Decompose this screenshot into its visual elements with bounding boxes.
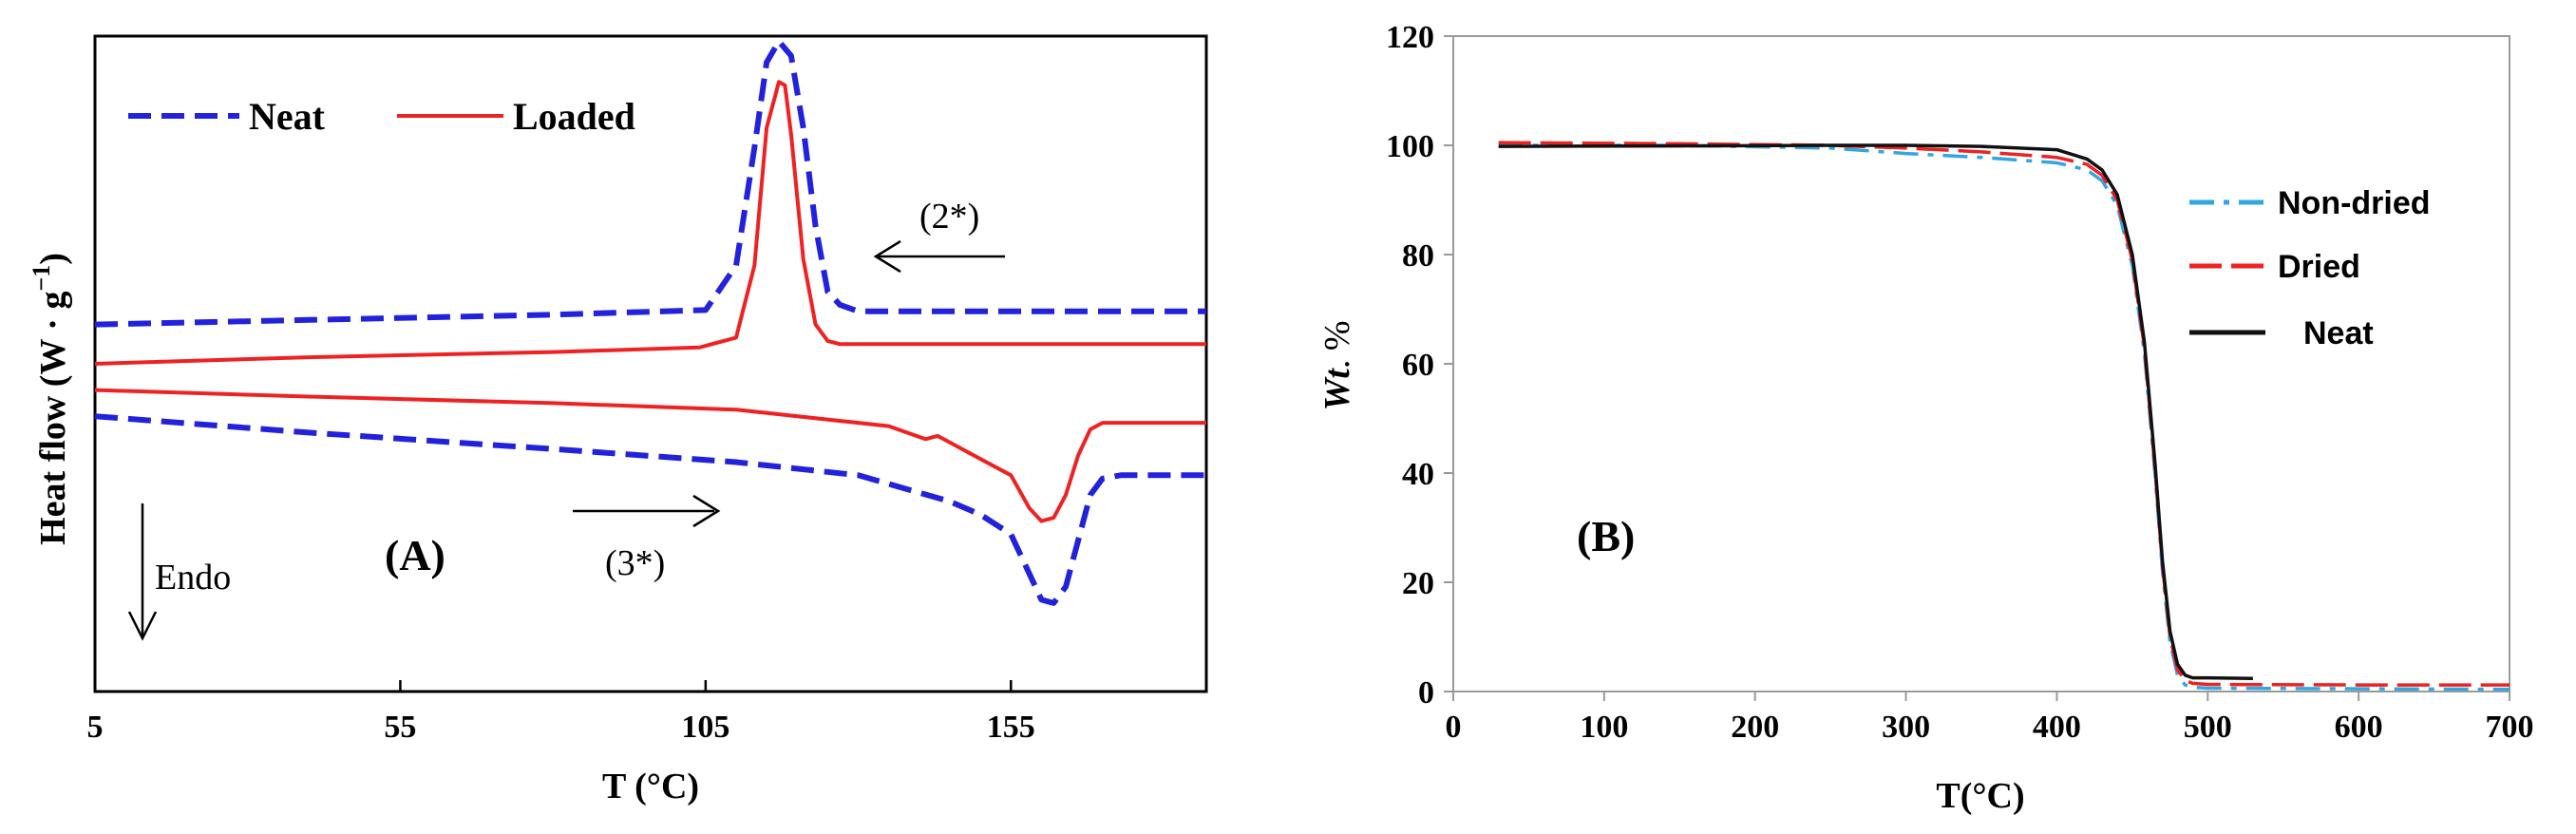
y-title-prefix: Heat flow (W · g <box>33 292 73 545</box>
y-tick-label-b-120: 120 <box>1386 20 1434 55</box>
x-tick-label-a-105: 105 <box>681 710 729 745</box>
panel-b-tga-chart: 0 20 40 60 80 100 120 0 100 200 300 400 500 600 700 No… <box>1317 20 2534 816</box>
y-tick-label-b-60: 60 <box>1402 348 1434 383</box>
series-non-dried-curve <box>1498 143 2510 692</box>
panel-b-plot-frame <box>1452 35 2510 692</box>
panel-b-curves <box>1498 141 2510 692</box>
legend-label-non-dried: Non-dried <box>2278 185 2431 221</box>
y-tick-label-b-20: 20 <box>1402 566 1434 601</box>
panel-a-dsc-chart: 5 55 105 155 Neat Loaded (2*) (3*) Endo (A)… <box>28 34 1208 806</box>
panel-a-curves <box>94 38 1206 606</box>
panel-b-label: (B) <box>1577 512 1635 560</box>
legend-label-neat-b: Neat <box>2303 315 2374 351</box>
y-tick-label-b-80: 80 <box>1402 238 1434 274</box>
svg-text:Wt. %: Wt. % <box>1317 320 1357 410</box>
panel-b-legend: Non-dried Dried Neat <box>2189 185 2431 351</box>
endo-arrow <box>127 503 158 641</box>
panel-a-y-axis-title: Heat flow (W · g−1) <box>28 253 73 545</box>
panel-a-x-axis-title: T (°C) <box>602 767 699 806</box>
panel-b-ticks: 0 20 40 60 80 100 120 0 100 200 300 400 500 600 700 <box>1386 20 2534 745</box>
series-neat-curve <box>1498 143 2253 680</box>
y-title-italic: Wt <box>1317 368 1357 411</box>
legend-label-loaded: Loaded <box>513 95 635 138</box>
y-tick-label-b-0: 0 <box>1418 675 1434 711</box>
y-tick-label-b-100: 100 <box>1386 129 1434 164</box>
cooling-note: (2*) <box>919 197 979 237</box>
x-tick-label-b-200: 200 <box>1731 710 1779 745</box>
series-dried-curve <box>1498 141 2510 687</box>
heating-note: (3*) <box>605 543 665 583</box>
series-neat-heating-curve <box>94 413 1206 606</box>
legend-label-dried: Dried <box>2278 249 2360 285</box>
x-tick-label-a-55: 55 <box>384 710 416 745</box>
series-loaded-heating-curve <box>94 388 1206 523</box>
x-tick-label-b-500: 500 <box>2184 710 2232 745</box>
y-tick-label-b-40: 40 <box>1402 457 1434 492</box>
series-loaded-cooling-curve <box>94 80 1206 366</box>
panel-b-x-axis-title: T(°C) <box>1936 776 2024 816</box>
x-tick-label-a-5: 5 <box>87 710 104 745</box>
endo-label: Endo <box>155 558 231 597</box>
x-tick-label-b-0: 0 <box>1446 710 1462 745</box>
y-title-exponent: −1 <box>28 265 55 292</box>
panel-a-label: (A) <box>385 531 445 579</box>
panel-a-x-ticks: 5 55 105 155 <box>87 680 1035 745</box>
panel-b-y-axis-title: Wt. % <box>1317 320 1357 410</box>
heating-arrow <box>573 494 721 528</box>
x-tick-label-b-300: 300 <box>1882 710 1930 745</box>
x-tick-label-b-700: 700 <box>2486 710 2534 745</box>
panel-a-legend: Neat Loaded <box>128 95 635 138</box>
x-tick-label-b-100: 100 <box>1580 710 1628 745</box>
series-neat-cooling-curve <box>94 38 1206 328</box>
svg-text:Heat flow (W · g−1): Heat flow (W · g−1) <box>28 253 73 545</box>
cooling-arrow <box>873 239 1005 274</box>
x-tick-label-b-400: 400 <box>2033 710 2081 745</box>
x-tick-label-b-600: 600 <box>2335 710 2383 745</box>
y-title-suffix: ) <box>33 253 73 265</box>
legend-label-neat: Neat <box>249 95 326 138</box>
x-tick-label-a-155: 155 <box>987 710 1035 745</box>
y-title-rest: . % <box>1317 320 1357 369</box>
